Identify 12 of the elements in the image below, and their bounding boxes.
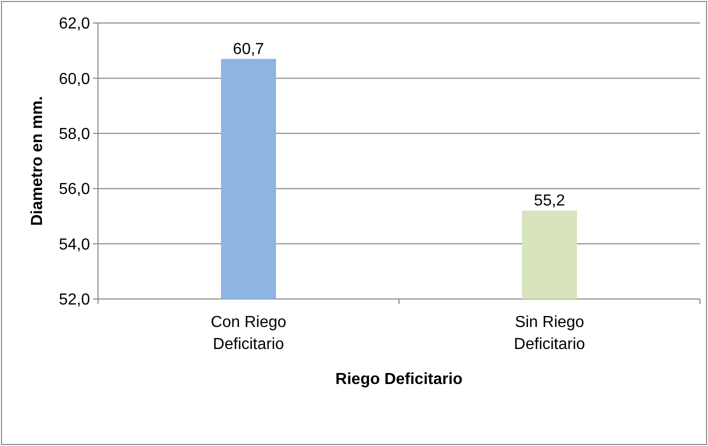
x-tick-label: Con Riego Deficitario: [210, 314, 286, 353]
y-tick-label: 60,0: [58, 70, 90, 88]
y-tick-label: 52,0: [58, 292, 90, 309]
y-tick-label: 62,0: [58, 16, 90, 33]
y-tick-label: 54,0: [58, 236, 90, 254]
y-axis-title: Diametro en mm.: [29, 96, 46, 226]
x-axis-title: Riego Deficitario: [335, 371, 463, 388]
x-tick-label: Sin Riego Deficitario: [514, 314, 586, 353]
y-tick-label: 58,0: [58, 126, 90, 143]
data-label: 55,2: [534, 192, 566, 210]
data-label: 60,7: [232, 40, 264, 58]
y-tick-label: 56,0: [58, 181, 90, 198]
